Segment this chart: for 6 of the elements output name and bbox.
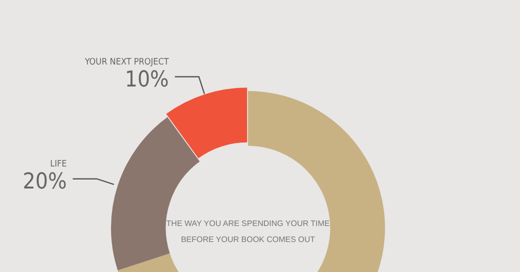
data-label: 20%: [22, 170, 67, 195]
slice-label: LIFE: [50, 160, 67, 170]
text: THE WAY YOU ARE SPENDING YOUR TIME: [166, 219, 330, 228]
text: BEFORE YOUR BOOK COMES OUT: [180, 235, 316, 244]
slice-label: YOUR NEXT PROJECT: [84, 58, 169, 68]
data-label: 10%: [124, 68, 169, 92]
